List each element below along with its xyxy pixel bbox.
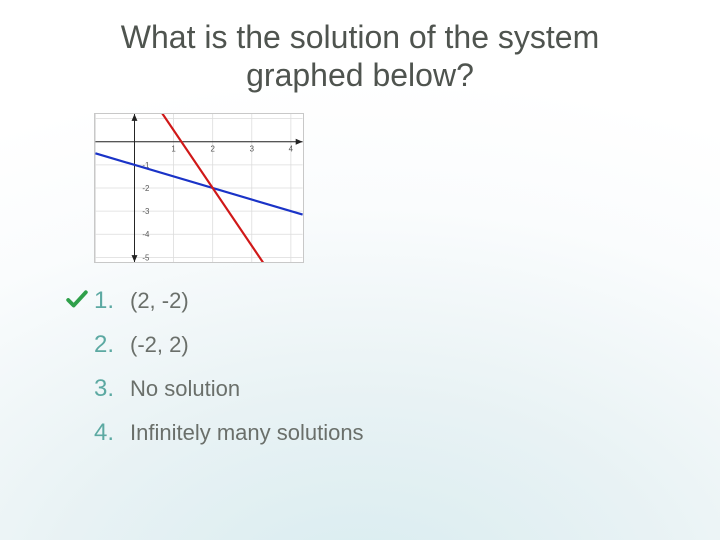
svg-text:-3: -3 — [142, 207, 150, 216]
svg-text:1: 1 — [171, 144, 175, 153]
slide-title: What is the solution of the system graph… — [80, 18, 640, 95]
svg-text:2: 2 — [210, 144, 214, 153]
answer-option[interactable]: 2.(-2, 2) — [94, 331, 670, 359]
title-line-2: graphed below? — [246, 57, 474, 93]
answer-number: 3. — [94, 375, 130, 403]
answer-list: 1.(2, -2)2.(-2, 2)3.No solution4.Infinit… — [94, 287, 670, 447]
svg-text:-2: -2 — [142, 184, 149, 193]
answer-option[interactable]: 4.Infinitely many solutions — [94, 419, 670, 447]
checkmark-icon — [66, 289, 88, 311]
svg-text:4: 4 — [289, 144, 294, 153]
answer-option[interactable]: 1.(2, -2) — [94, 287, 670, 315]
slide: What is the solution of the system graph… — [0, 0, 720, 540]
answer-text: Infinitely many solutions — [130, 420, 364, 446]
graph-container: 1234-1-2-3-4-5 — [94, 113, 670, 263]
answer-text: (-2, 2) — [130, 332, 189, 358]
answer-text: (2, -2) — [130, 288, 189, 314]
answer-text: No solution — [130, 376, 240, 402]
answer-number: 1. — [94, 287, 130, 315]
svg-text:-5: -5 — [142, 253, 150, 262]
answer-number: 4. — [94, 419, 130, 447]
answer-option[interactable]: 3.No solution — [94, 375, 670, 403]
title-line-1: What is the solution of the system — [121, 19, 599, 55]
svg-text:3: 3 — [250, 144, 255, 153]
svg-text:-4: -4 — [142, 230, 150, 239]
answer-number: 2. — [94, 331, 130, 359]
system-graph: 1234-1-2-3-4-5 — [94, 113, 304, 263]
